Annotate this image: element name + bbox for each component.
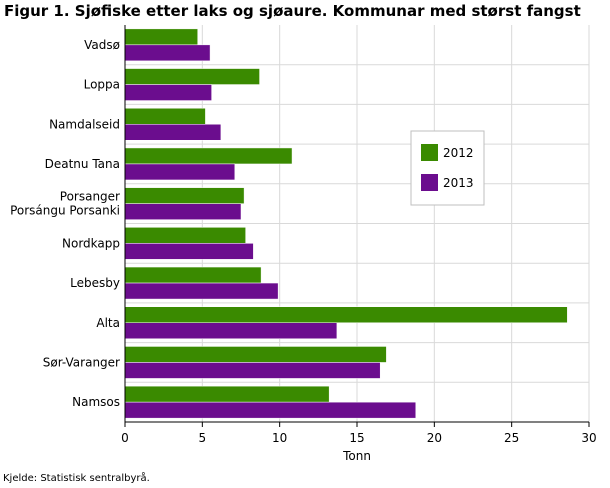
bar-2013-2	[124, 124, 222, 141]
bar-2012-4	[124, 187, 245, 204]
legend-swatch-2013	[421, 174, 438, 191]
x-axis-title: Tonn	[342, 449, 371, 463]
legend-box	[410, 130, 485, 206]
x-tick-label: 15	[349, 431, 364, 445]
x-tick-label: 5	[199, 431, 207, 445]
x-tick-label: 20	[427, 431, 442, 445]
bar-2013-9	[124, 401, 417, 419]
category-label: Nordkapp	[62, 236, 120, 250]
category-label: Deatnu Tana	[45, 157, 120, 171]
bar-2013-3	[124, 163, 236, 181]
category-label: Lebesby	[70, 276, 120, 290]
bar-2012-1	[124, 68, 260, 85]
category-label: Porsanger	[60, 190, 120, 204]
bar-2012-5	[124, 227, 246, 244]
bar-2012-7	[124, 306, 568, 323]
bar-2012-0	[124, 28, 198, 46]
bar-2013-8	[124, 362, 381, 379]
category-label: Loppa	[84, 78, 120, 92]
bar-2013-0	[124, 44, 211, 62]
chart-title: Figur 1. Sjøfiske etter laks og sjøaure.…	[4, 2, 581, 20]
bar-2013-4	[124, 203, 242, 220]
x-tick-label: 0	[121, 431, 129, 445]
bar-2013-1	[124, 84, 212, 101]
bar-2013-5	[124, 243, 254, 260]
category-label: Porsángu Porsanki	[10, 204, 120, 218]
x-tick-label: 10	[272, 431, 287, 445]
bar-2012-9	[124, 385, 330, 403]
legend-swatch-2012	[421, 144, 438, 161]
legend-label-2013: 2013	[443, 176, 474, 190]
bar-2012-6	[124, 266, 262, 284]
category-label: Namsos	[72, 395, 120, 409]
bar-2013-6	[124, 282, 279, 300]
source-note: Kjelde: Statistisk sentralbyrå.	[3, 473, 150, 484]
category-label: Alta	[96, 316, 120, 330]
bar-2012-3	[124, 147, 293, 165]
x-tick-label: 25	[504, 431, 519, 445]
bar-2012-8	[124, 346, 387, 363]
category-label: Vadsø	[84, 38, 120, 52]
x-tick-label: 30	[581, 431, 596, 445]
bar-2012-2	[124, 108, 206, 125]
legend-label-2012: 2012	[443, 146, 474, 160]
category-label: Sør-Varanger	[43, 355, 120, 369]
bar-2013-7	[124, 322, 338, 339]
category-label: Namdalseid	[49, 117, 120, 131]
